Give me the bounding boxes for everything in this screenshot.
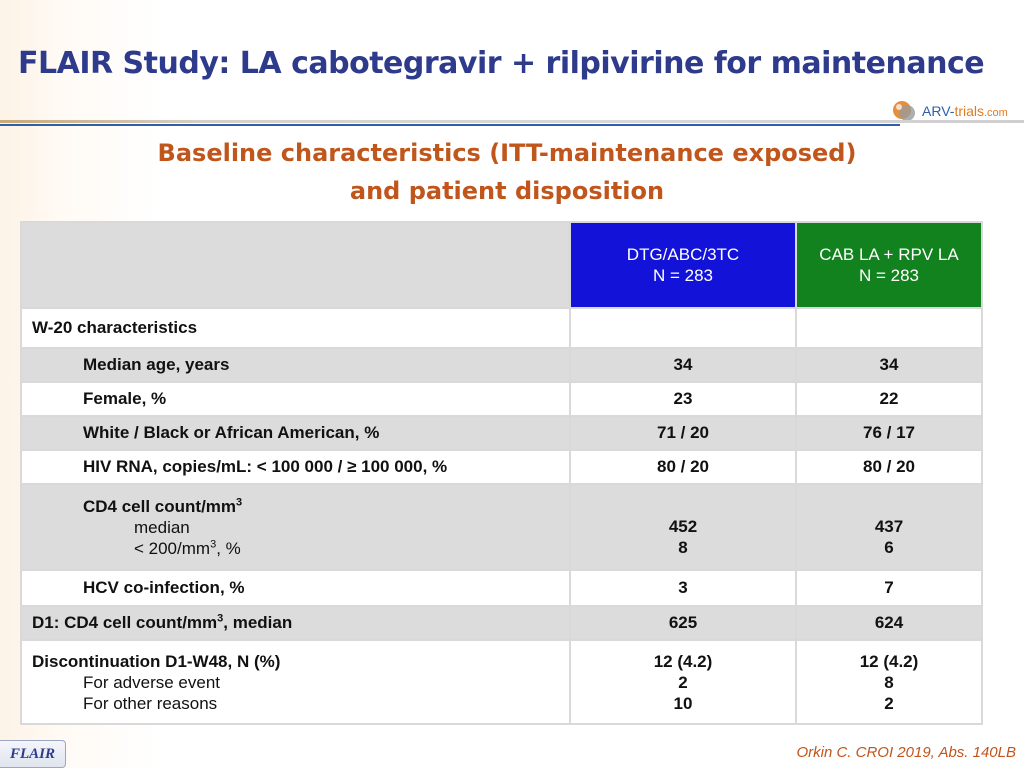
row-label-hcv: HCV co-infection, % [20,569,571,607]
d1cd4-cab-value: 624 [795,605,983,641]
header-blank-cell [20,221,571,309]
subtitle-line-2: and patient disposition [349,177,665,205]
cd4-sub-median: median [134,517,190,537]
disc-sub-other: For other reasons [83,693,218,713]
disc-dtg-total: 12 (4.2) [653,651,713,671]
subtitle-line-1: Baseline characteristics (ITT-maintenanc… [157,139,857,167]
empty-cell [795,307,983,349]
disc-dtg-values: 12 (4.2) 2 10 [569,639,797,725]
cd4-cab-values: 437 6 [795,483,983,571]
row-label-hiv-rna: HIV RNA, copies/mL: < 100 000 / ≥ 100 00… [20,449,571,485]
hiv-dtg-value: 80 / 20 [569,449,797,485]
row-label-age: Median age, years [20,347,571,383]
d1cd4-dtg-value: 625 [569,605,797,641]
table-header-row: DTG/ABC/3TC N = 283 CAB LA + RPV LA N = … [20,221,983,309]
female-dtg-value: 23 [569,381,797,417]
table-row: Female, % 23 22 [20,381,983,417]
header-divider-accent [0,124,900,126]
disc-sub-adverse: For adverse event [83,672,221,692]
cd4-dtg-median: 452 [668,517,698,536]
cd4-sub2-post: , % [216,538,241,558]
d1cd4-label-sup: 3 [217,612,224,625]
age-dtg-value: 34 [569,347,797,383]
table-row: Discontinuation D1-W48, N (%) For advers… [20,639,983,725]
row-label-female: Female, % [20,381,571,417]
dtg-arm-n: N = 283 [652,266,713,285]
arv-trials-logo: ARV-trials.com [886,97,1016,127]
disc-cab-values: 12 (4.2) 8 2 [795,639,983,725]
empty-cell [569,307,797,349]
disc-cab-other: 2 [884,693,894,713]
table-row: W-20 characteristics [20,307,983,349]
logo-mark-icon [893,101,915,121]
race-dtg-value: 71 / 20 [569,415,797,451]
cab-arm-n: N = 283 [858,266,919,285]
table-row: CD4 cell count/mm3 median < 200/mm3, % 4… [20,483,983,571]
disc-cab-adverse: 8 [884,672,894,692]
cd4-sub-under200: < 200/mm3, % [83,538,569,559]
cd4-label: CD4 cell count/mm [83,496,237,516]
d1cd4-label-pre: D1: CD4 cell count/mm [32,613,218,632]
row-label-cd4: CD4 cell count/mm3 median < 200/mm3, % [20,483,571,571]
female-cab-value: 22 [795,381,983,417]
cd4-sub2-sup: 3 [210,537,217,550]
study-tag: FLAIR [0,740,66,768]
cd4-dtg-values: 452 8 [569,483,797,571]
header-cab-arm: CAB LA + RPV LA N = 283 [795,221,983,309]
row-label-discontinuation: Discontinuation D1-W48, N (%) For advers… [20,639,571,725]
header-dtg-arm: DTG/ABC/3TC N = 283 [569,221,797,309]
cab-arm-name: CAB LA + RPV LA [819,245,959,264]
table-row: Median age, years 34 34 [20,347,983,383]
row-label-d1-cd4: D1: CD4 cell count/mm3, median [20,605,571,641]
race-cab-value: 76 / 17 [795,415,983,451]
cd4-dtg-under200: 8 [678,538,688,557]
cd4-cab-median: 437 [874,517,904,536]
d1cd4-label-post: , median [223,613,293,632]
hcv-dtg-value: 3 [569,569,797,607]
disc-label: Discontinuation D1-W48, N (%) [32,651,281,671]
table-row: HIV RNA, copies/mL: < 100 000 / ≥ 100 00… [20,449,983,485]
logo-brand-text: ARV- [922,103,955,119]
citation: Orkin C. CROI 2019, Abs. 140LB [796,744,1016,761]
dtg-arm-name: DTG/ABC/3TC [626,245,740,264]
row-label-race: White / Black or African American, % [20,415,571,451]
cd4-sub2-pre: < 200/mm [134,538,211,558]
baseline-table: DTG/ABC/3TC N = 283 CAB LA + RPV LA N = … [20,221,983,725]
disc-cab-total: 12 (4.2) [859,651,919,671]
age-cab-value: 34 [795,347,983,383]
section-label-w20: W-20 characteristics [20,307,571,349]
logo-brand2-text: trials [954,103,984,119]
table-row: HCV co-infection, % 3 7 [20,569,983,607]
cd4-cab-under200: 6 [884,538,894,557]
hcv-cab-value: 7 [795,569,983,607]
disc-dtg-adverse: 2 [678,672,688,692]
hiv-cab-value: 80 / 20 [795,449,983,485]
logo-suffix-text: .com [984,107,1008,119]
header-divider [0,120,1024,123]
page-title: FLAIR Study: LA cabotegravir + rilpiviri… [18,46,985,81]
table-row: D1: CD4 cell count/mm3, median 625 624 [20,605,983,641]
disc-dtg-other: 10 [673,693,693,713]
slide-subtitle: Baseline characteristics (ITT-maintenanc… [0,134,1014,210]
table-row: White / Black or African American, % 71 … [20,415,983,451]
cd4-label-sup: 3 [236,495,243,508]
